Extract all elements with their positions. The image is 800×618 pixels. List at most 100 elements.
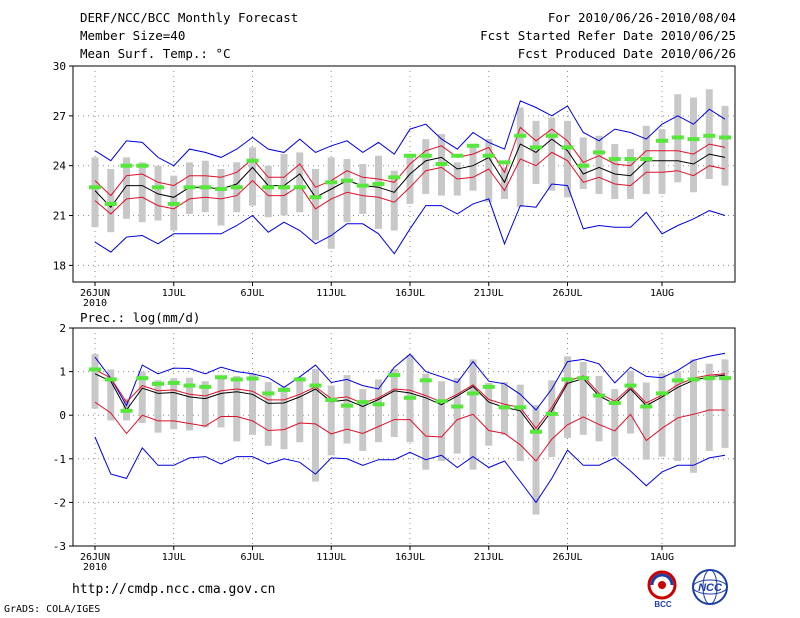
green-marker: [514, 405, 527, 410]
green-marker: [498, 160, 511, 165]
lower-red-line: [94, 401, 725, 462]
box-bar: [107, 369, 115, 421]
green-marker: [624, 383, 637, 388]
box-bar: [485, 382, 493, 446]
green-marker: [293, 185, 306, 190]
y-tick-label: 1: [59, 366, 66, 379]
source-url[interactable]: http://cmdp.ncc.cma.gov.cn: [72, 582, 276, 597]
box-bar: [327, 385, 335, 456]
green-marker: [577, 163, 590, 168]
lower-red-line: [94, 151, 726, 215]
box-bar: [705, 363, 713, 451]
box-bar: [138, 162, 146, 223]
box-bar: [280, 386, 288, 450]
upper-blue-line: [94, 100, 726, 167]
x-tick-label: 26JUL: [552, 552, 582, 563]
green-marker: [388, 373, 401, 378]
x-tick-label: 11JUL: [316, 552, 346, 563]
box-bar: [485, 139, 493, 203]
box-bar: [154, 165, 162, 221]
x-tick-label: 16JUL: [395, 552, 425, 563]
ncc-logo-text: NCC: [698, 582, 723, 594]
green-marker: [341, 178, 353, 183]
green-marker: [262, 391, 275, 396]
y-tick-label: -3: [53, 540, 66, 553]
refer-date: Fcst Started Refer Date 2010/06/25: [480, 28, 736, 43]
green-marker: [309, 383, 322, 388]
box-bar: [406, 154, 414, 204]
green-marker: [309, 195, 322, 200]
upper-blue-line: [94, 352, 726, 411]
x-tick-label: 26JUN: [80, 552, 110, 563]
green-marker: [215, 375, 227, 380]
green-marker: [703, 376, 716, 381]
green-marker: [404, 395, 416, 400]
box-bar: [233, 375, 241, 442]
green-marker: [120, 163, 133, 168]
green-marker: [451, 404, 464, 409]
box-bar: [642, 382, 650, 460]
box-bar: [438, 381, 445, 461]
box-bar: [564, 120, 571, 198]
bcc-logo-text: BCC: [654, 600, 672, 608]
ensemble-mean-line: [94, 373, 726, 433]
green-marker: [703, 133, 716, 138]
green-marker: [167, 201, 180, 206]
green-marker: [136, 163, 149, 168]
x-tick-label: 26JUN: [80, 288, 110, 299]
box-bar: [422, 139, 430, 194]
green-marker: [120, 408, 133, 413]
green-marker: [687, 377, 700, 382]
green-marker: [482, 384, 495, 389]
green-marker: [656, 391, 668, 396]
box-bar: [564, 356, 571, 438]
box-bar: [91, 157, 99, 228]
panel-title: Prec.: log(mm/d): [80, 310, 200, 325]
green-marker: [325, 180, 338, 185]
box-bar: [548, 117, 556, 191]
x-tick-label: 21JUL: [474, 288, 504, 299]
member-size-label: Member Size=40: [80, 28, 186, 43]
plot-frame: [72, 65, 736, 283]
green-marker: [152, 185, 164, 190]
green-marker: [419, 378, 432, 383]
green-marker: [341, 403, 353, 408]
green-marker: [230, 377, 243, 382]
box-bar: [296, 152, 304, 213]
green-marker: [388, 175, 401, 180]
box-bar: [107, 169, 115, 233]
box-bar: [690, 359, 697, 473]
x-tick-label: 6JUL: [240, 552, 264, 563]
box-bar: [217, 169, 225, 226]
green-marker: [514, 133, 527, 138]
green-marker: [372, 402, 385, 407]
green-marker: [640, 404, 653, 409]
y-tick-label: 30: [53, 60, 66, 73]
green-marker: [530, 429, 542, 434]
box-bar: [579, 362, 587, 435]
y-tick-label: -2: [53, 496, 66, 509]
box-bar: [516, 107, 524, 208]
box-bar: [217, 375, 225, 428]
panel-2: 26JUN 1JUL 6JUL 11JUL 16JUL 21JUL 26JUL 1AUG201…: [53, 310, 736, 573]
green-marker: [719, 135, 731, 140]
box-bar: [154, 380, 162, 433]
green-marker: [325, 397, 338, 402]
y-tick-label: 0: [59, 409, 66, 422]
box-bar: [548, 380, 556, 458]
green-marker: [404, 153, 416, 158]
green-marker: [640, 157, 653, 162]
green-marker: [246, 158, 259, 163]
green-marker: [230, 185, 243, 190]
box-bar: [138, 371, 146, 424]
x-tick-label: 1JUL: [162, 288, 186, 299]
box-bar: [123, 157, 130, 219]
green-marker: [246, 376, 259, 381]
green-marker: [215, 186, 227, 191]
box-bar: [690, 97, 697, 193]
green-marker: [199, 185, 212, 190]
x-tick-label: 26JUL: [552, 288, 582, 299]
green-marker: [152, 381, 164, 386]
box-bar: [201, 381, 209, 428]
x-tick-label: 1AUG: [650, 288, 674, 299]
